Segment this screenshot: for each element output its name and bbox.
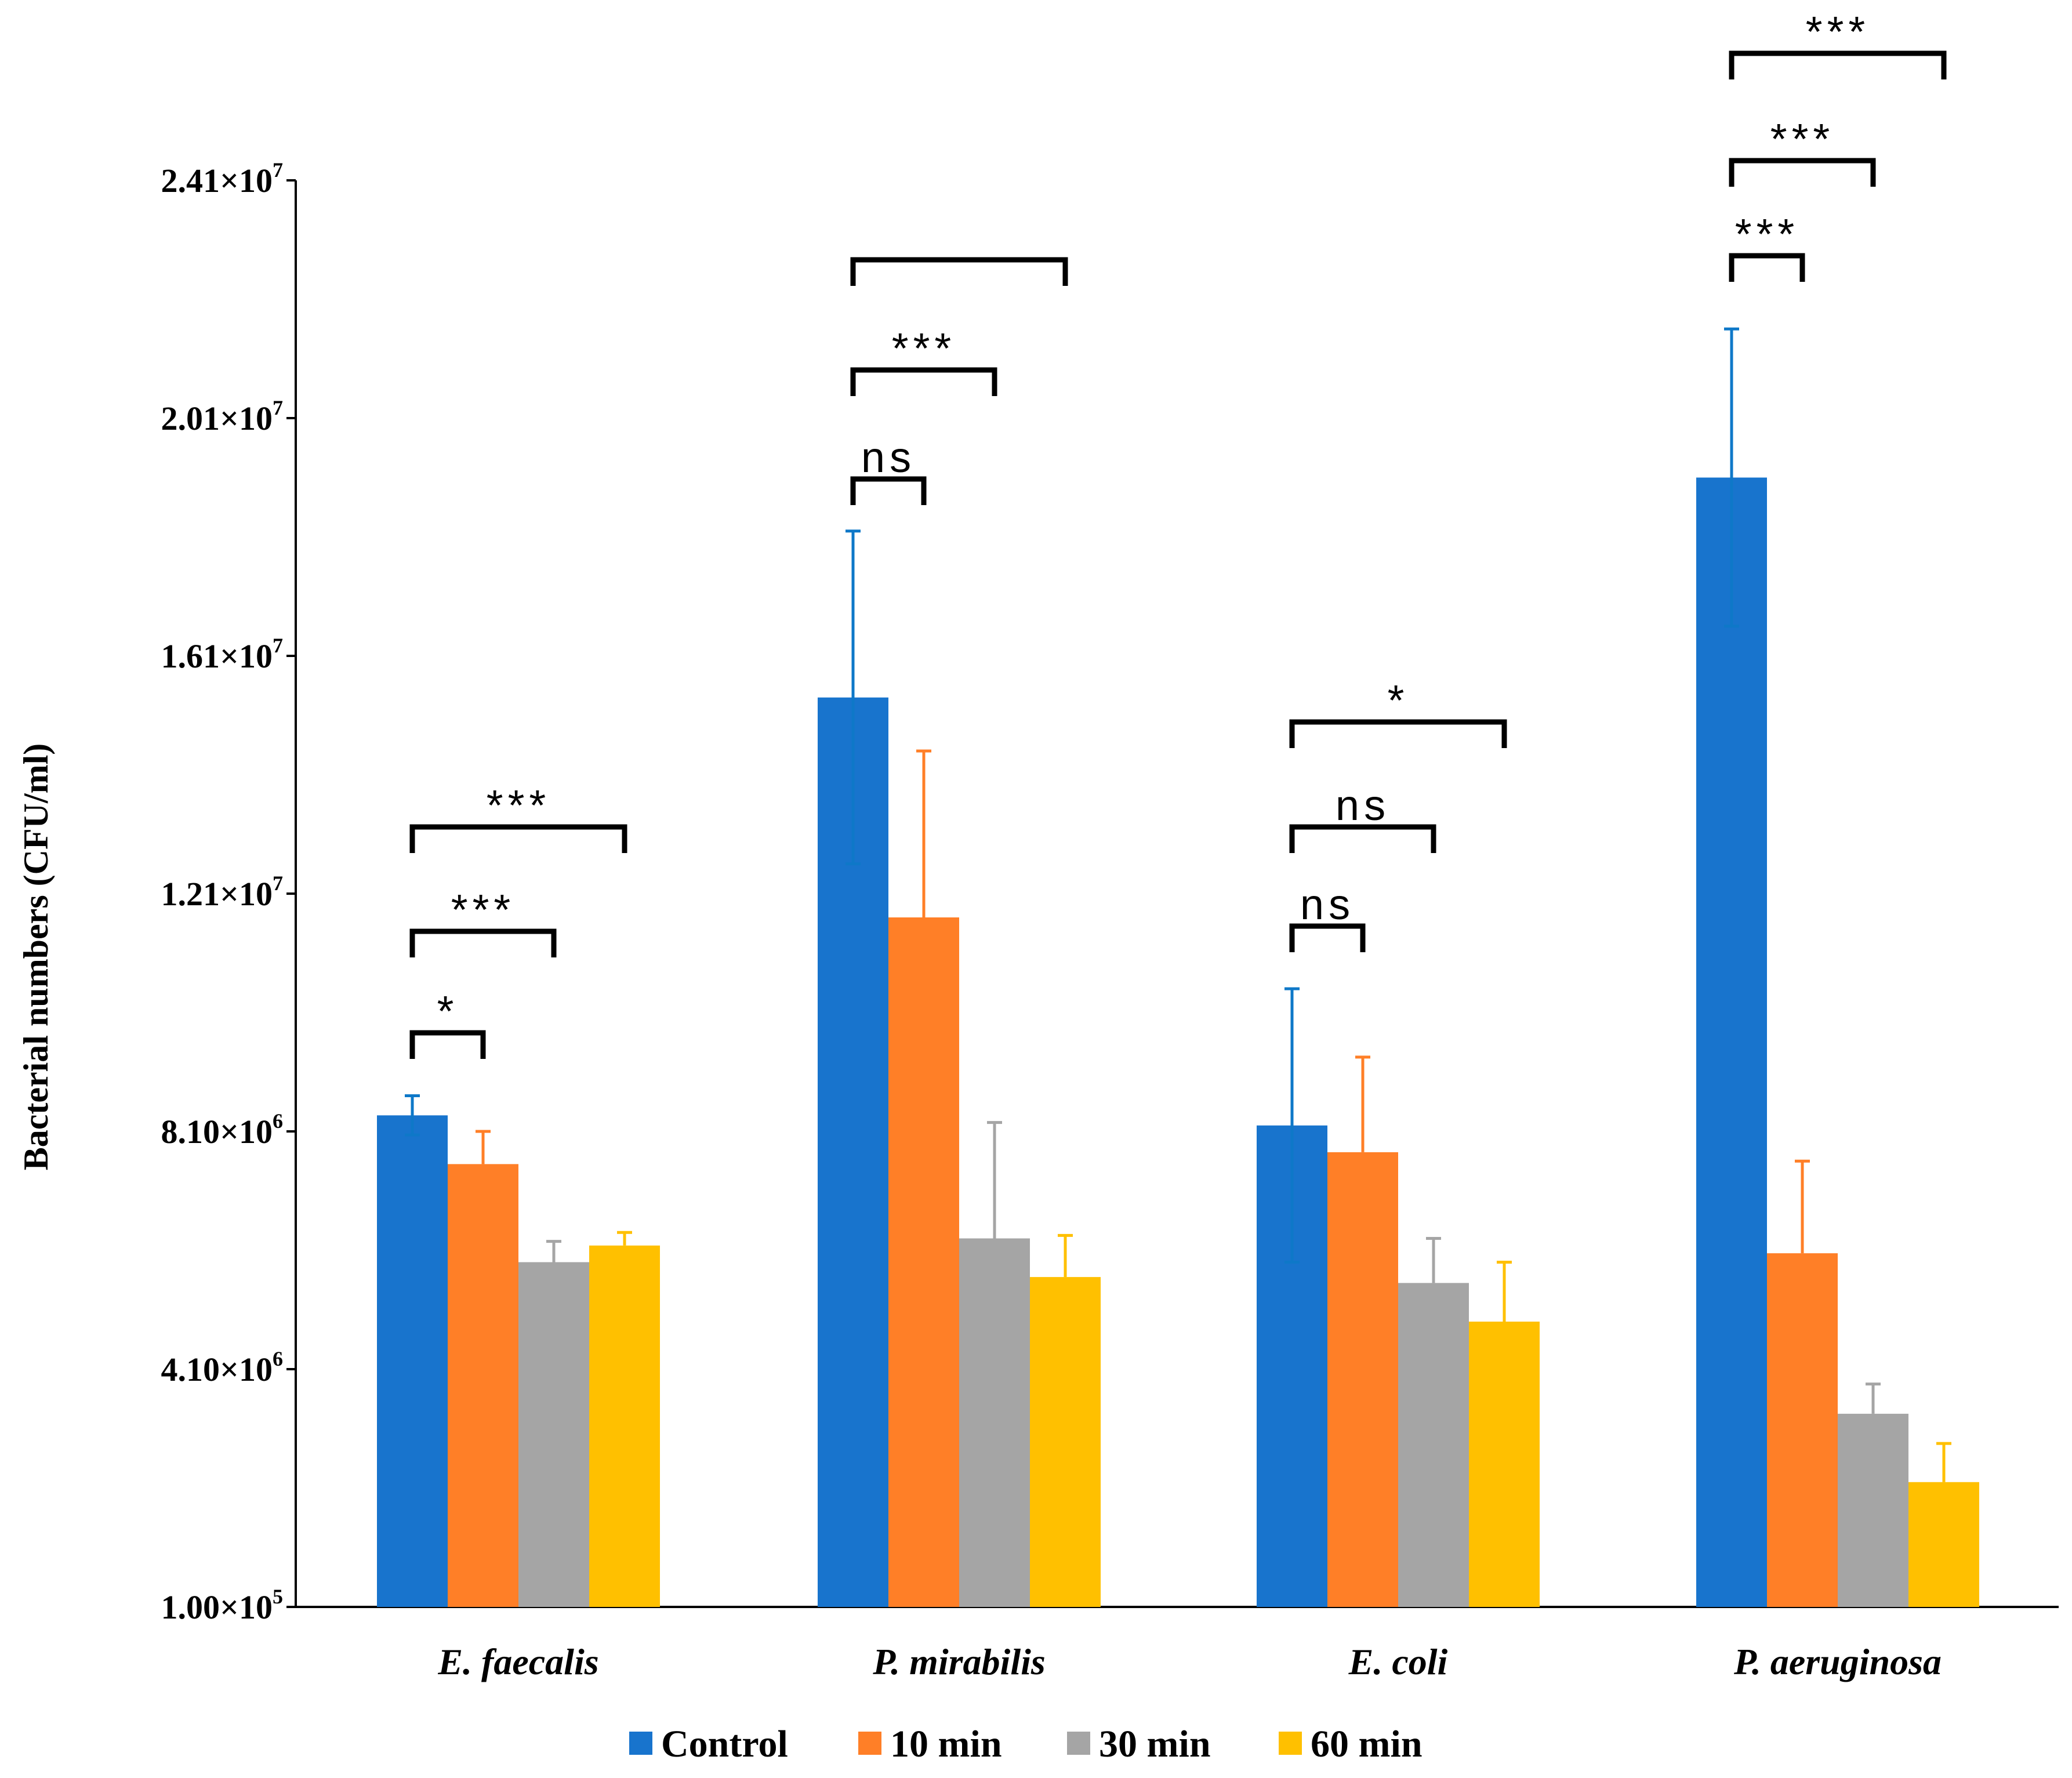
x-tick-label: E. faecalis: [437, 1641, 598, 1682]
bar-60-min: [1908, 1482, 1979, 1607]
significance-bracket: [409, 928, 557, 957]
y-tick-label: 1.21×107: [161, 872, 283, 913]
error-bars: [405, 327, 1951, 1482]
significance-bracket: [850, 257, 1068, 286]
significance-bracket: [850, 476, 927, 505]
y-tick-label: 1.61×107: [161, 634, 283, 675]
significance-label: *: [437, 987, 459, 1035]
significance-label: ***: [1806, 8, 1870, 56]
x-tick-label: P. mirabilis: [872, 1641, 1046, 1682]
bar-10-min: [1767, 1253, 1838, 1607]
bar-10-min: [888, 917, 959, 1607]
bars: [377, 477, 1979, 1607]
significance-bracket: [409, 1030, 486, 1059]
significance-label: ***: [1770, 115, 1834, 163]
bar-10-min: [448, 1164, 518, 1607]
y-tick-label: 2.01×107: [161, 396, 283, 437]
bar-30-min: [959, 1238, 1030, 1607]
significance-bracket: [1289, 923, 1366, 952]
legend-swatch: [858, 1732, 881, 1755]
significance-bracket: [1289, 719, 1507, 748]
legend-label: 10 min: [890, 1723, 1002, 1765]
bar-control: [1696, 477, 1767, 1607]
bar-60-min: [1469, 1322, 1540, 1607]
significance-bracket: [1729, 158, 1876, 187]
y-tick-label: 4.10×106: [161, 1347, 283, 1388]
significance-bracket: [1729, 253, 1805, 282]
significance-label: ***: [487, 781, 550, 829]
significance-bracket: [409, 824, 627, 853]
significance-bracket: [850, 367, 997, 396]
significance-label: ns: [861, 433, 916, 481]
legend-swatch: [1067, 1732, 1090, 1755]
bar-10-min: [1327, 1152, 1398, 1607]
bar-60-min: [1030, 1277, 1101, 1607]
y-axis-label: Bacterial numbers (CFU/ml): [17, 743, 55, 1171]
y-tick-label: 1.00×105: [161, 1585, 283, 1626]
y-tick-label: 2.41×107: [161, 158, 283, 199]
bar-30-min: [1838, 1413, 1908, 1607]
significance-bracket: [1289, 824, 1436, 853]
significance-label: ***: [892, 324, 956, 372]
bar-30-min: [1398, 1283, 1469, 1607]
significance-label: ns: [1300, 880, 1355, 928]
bar-60-min: [589, 1245, 660, 1607]
legend-label: 30 min: [1099, 1723, 1211, 1765]
significance-label: ***: [1735, 210, 1799, 258]
significance-label: ns: [1336, 781, 1390, 829]
significance-label: *: [1388, 676, 1409, 724]
axes: 1.00×105 4.10×106 8.10×106 1.21×107 1.61×107…: [161, 158, 2059, 1682]
legend: Control 10 min 30 min 60 min: [629, 1723, 1423, 1765]
legend-label: 60 min: [1311, 1723, 1423, 1765]
legend-swatch: [629, 1732, 652, 1755]
x-tick-label: E. coli: [1348, 1641, 1448, 1682]
significance-bracket: [1729, 50, 1947, 79]
significance-label: ***: [451, 886, 515, 934]
x-tick-label: P. aeruginosa: [1733, 1641, 1942, 1682]
bar-control: [377, 1115, 448, 1607]
legend-label: Control: [661, 1723, 788, 1765]
bar-30-min: [518, 1262, 589, 1607]
y-tick-label: 8.10×106: [161, 1109, 283, 1151]
legend-swatch: [1279, 1732, 1302, 1755]
